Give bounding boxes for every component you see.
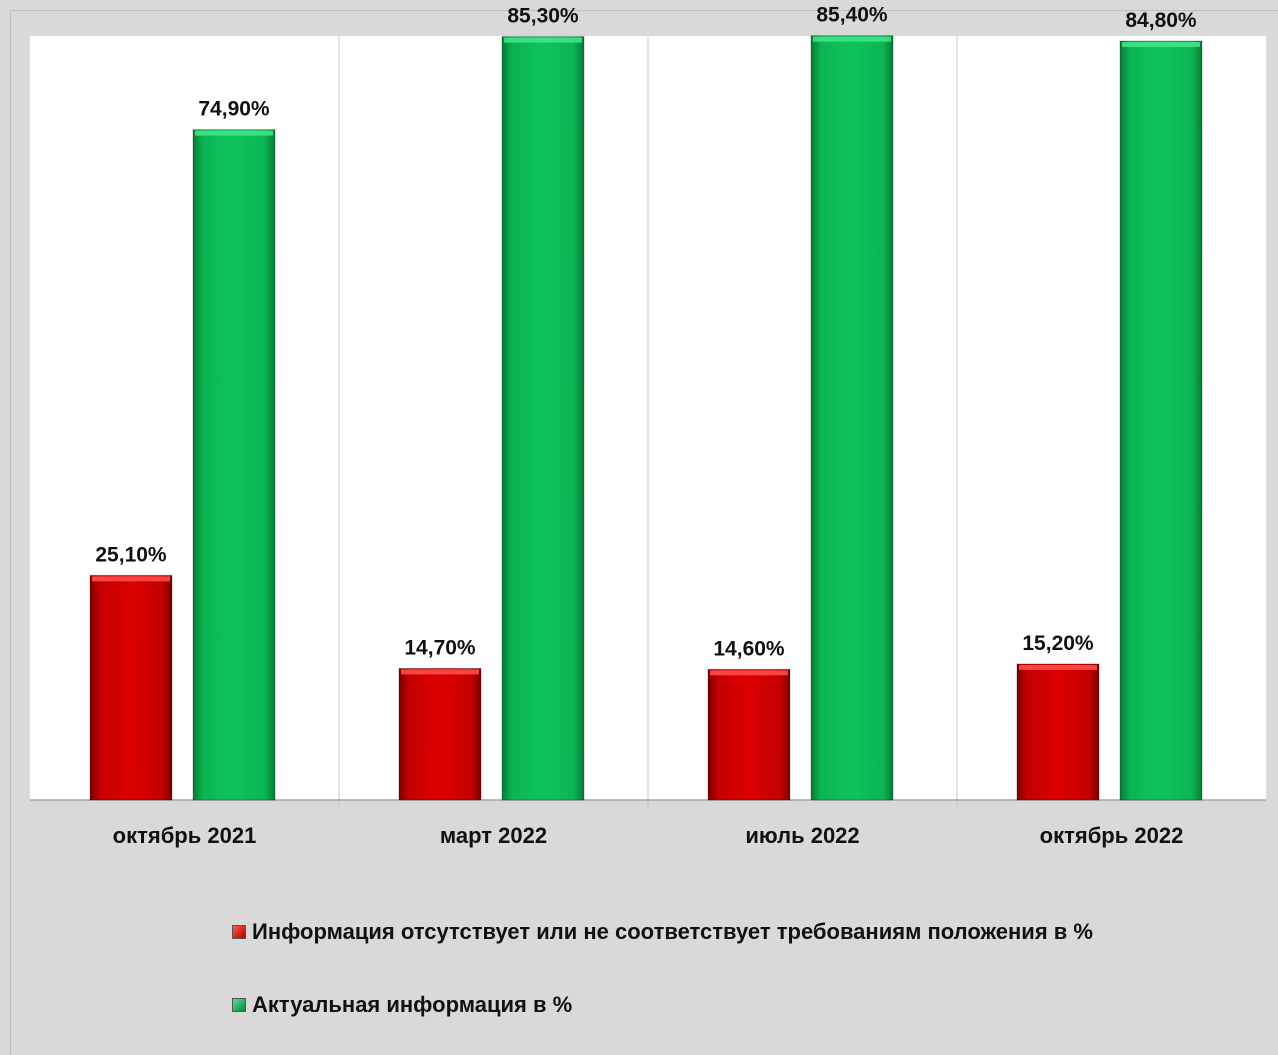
data-label: 74,90% <box>198 98 270 121</box>
bar-missing-info <box>707 668 791 801</box>
bar-top-highlight <box>813 36 891 42</box>
frame-left-border <box>10 10 11 1055</box>
bar-actual-info <box>1119 40 1203 801</box>
legend-swatch-green <box>232 998 246 1012</box>
bar-top-highlight <box>1122 42 1200 48</box>
data-label: 25,10% <box>95 543 167 566</box>
legend-item-missing-info: Информация отсутствует или не соответств… <box>232 917 1093 947</box>
bar-top-highlight <box>710 670 788 676</box>
data-label: 15,20% <box>1022 632 1094 655</box>
bar-actual-info <box>192 129 276 801</box>
bar-actual-info <box>501 36 585 801</box>
data-label: 14,70% <box>404 636 476 659</box>
legend-swatch-red <box>232 925 246 939</box>
data-label: 85,40% <box>816 4 888 27</box>
x-tick-label: октябрь 2021 <box>113 823 257 848</box>
x-tick-label: июль 2022 <box>745 823 859 848</box>
x-tick-label: октябрь 2022 <box>1040 823 1184 848</box>
bar-missing-info <box>1016 663 1100 801</box>
bar-top-highlight <box>504 37 582 43</box>
bar-missing-info <box>398 667 482 801</box>
bar-top-highlight <box>1019 664 1097 670</box>
bar-missing-info <box>89 574 173 801</box>
bar-top-highlight <box>195 130 273 136</box>
bar-top-highlight <box>92 576 170 582</box>
legend-item-actual-info: Актуальная информация в % <box>232 990 572 1020</box>
bar-actual-info <box>810 35 894 801</box>
legend-label-missing-info: Информация отсутствует или не соответств… <box>252 919 1093 944</box>
frame-top-border <box>10 10 1278 11</box>
legend-label-actual-info: Актуальная информация в % <box>252 992 573 1017</box>
x-tick-label: март 2022 <box>440 823 547 848</box>
bar-top-highlight <box>401 669 479 675</box>
data-label: 84,80% <box>1125 9 1197 32</box>
data-label: 14,60% <box>713 637 785 660</box>
data-label: 85,30% <box>507 5 579 28</box>
